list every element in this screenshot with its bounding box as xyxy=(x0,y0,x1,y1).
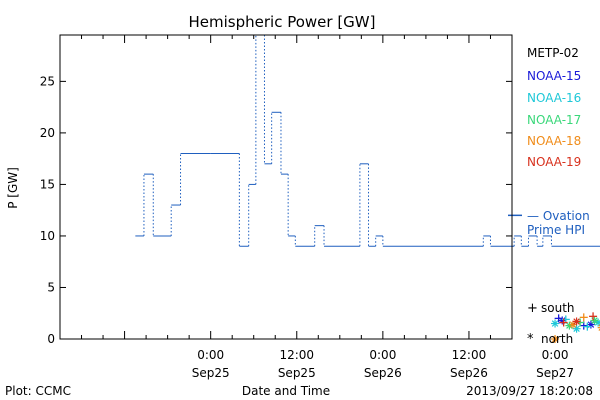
y-tick-label: 5 xyxy=(47,280,55,294)
legend-entry-noaa-18: NOAA-18 xyxy=(527,134,581,148)
x-tick-label-date: Sep26 xyxy=(364,366,402,380)
legend-entry-metp-02: METP-02 xyxy=(527,46,579,60)
chart-title: Hemispheric Power [GW] xyxy=(189,13,376,31)
y-tick-label: 15 xyxy=(40,177,55,191)
x-tick-label-date: Sep27 xyxy=(536,366,574,380)
legend-entry-noaa-19: NOAA-19 xyxy=(527,155,581,169)
legend-entry-noaa-15: NOAA-15 xyxy=(527,69,581,83)
north-marker-arm xyxy=(573,325,580,332)
x-tick-label-time: 0:00 xyxy=(369,348,396,362)
legend-south-label: south xyxy=(541,301,575,315)
legend-north-symbol: * xyxy=(527,332,534,347)
legend-ovation-line1: — Ovation xyxy=(527,209,590,223)
footer-left: Plot: CCMC xyxy=(5,384,71,398)
x-tick-label-date: Sep25 xyxy=(192,366,230,380)
x-tick-label-date: Sep26 xyxy=(450,366,488,380)
legend: METP-02 NOAA-15 NOAA-16 NOAA-17 NOAA-18 … xyxy=(527,46,590,347)
plot-frame xyxy=(59,34,513,340)
y-tick-label: 10 xyxy=(40,229,55,243)
y-axis-label: P [GW] xyxy=(6,167,20,209)
north-marker-arm xyxy=(551,335,559,343)
north-marker-arm xyxy=(591,317,598,324)
north-marker-arm xyxy=(551,320,559,327)
footer-right: 2013/09/27 18:20:08 xyxy=(466,384,593,398)
x-tick-label-date: Sep25 xyxy=(278,366,316,380)
y-tick-label: 25 xyxy=(40,74,55,88)
legend-south-symbol: + xyxy=(527,301,538,316)
x-tick-label-time: 0:00 xyxy=(197,348,224,362)
x-tick-label-time: 12:00 xyxy=(279,348,314,362)
x-axis-label: Date and Time xyxy=(242,384,330,398)
legend-entry-noaa-17: NOAA-17 xyxy=(527,113,581,127)
north-marker-arm xyxy=(573,318,580,325)
x-tick-label-time: 12:00 xyxy=(452,348,487,362)
legend-entry-noaa-16: NOAA-16 xyxy=(527,91,581,105)
x-tick-label-time: 0:00 xyxy=(542,348,569,362)
legend-north-label: north xyxy=(541,332,573,346)
legend-ovation-line2: Prime HPI xyxy=(527,223,585,237)
plot-area: 0 5 10 15 20 25 0:00 Sep25 12:00 Sep25 0:00 Sep26 12… xyxy=(40,34,600,380)
y-tick-label: 20 xyxy=(40,126,55,140)
y-tick-label: 0 xyxy=(47,332,55,346)
